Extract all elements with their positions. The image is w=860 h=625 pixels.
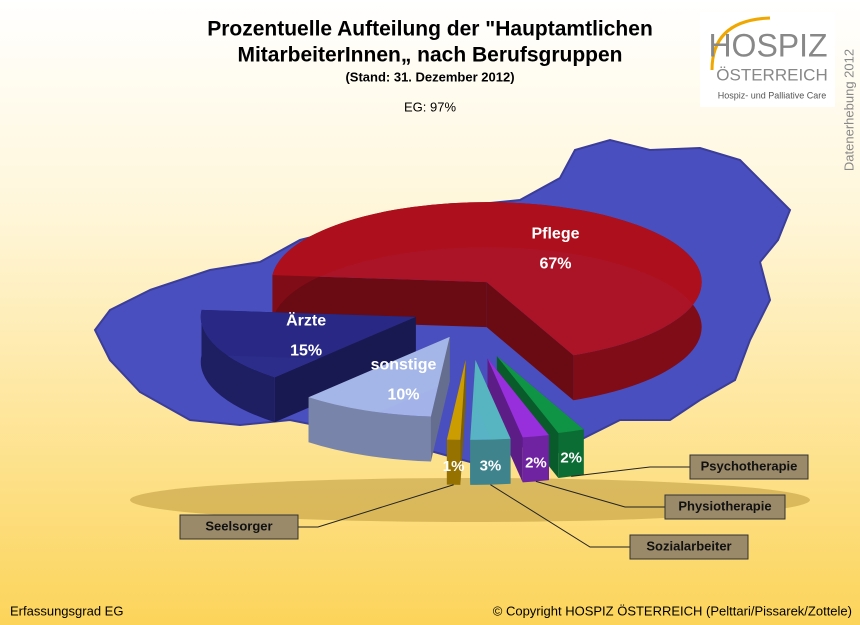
slice-side xyxy=(558,429,584,478)
slice-wall xyxy=(486,282,574,401)
callout-box xyxy=(664,494,786,520)
slice xyxy=(446,359,466,485)
slice-side xyxy=(470,438,511,485)
value-label: 2% xyxy=(560,449,582,466)
chart-title: Prozentuelle Aufteilung der "Hauptamtlic… xyxy=(207,18,653,41)
slice-top xyxy=(470,359,511,440)
logo-side: Datenerhebung 2012 xyxy=(841,49,856,171)
slice-side xyxy=(446,439,461,485)
callout-box xyxy=(689,454,809,480)
annotation: EG: 97% xyxy=(404,99,456,114)
logo-tagline: Hospiz- und Palliative Care xyxy=(718,90,827,100)
chart-subtitle: (Stand: 31. Dezember 2012) xyxy=(345,69,514,84)
slice-side xyxy=(308,397,431,462)
slice-top xyxy=(487,358,549,438)
value-label: 67% xyxy=(539,256,571,273)
slice-top xyxy=(200,309,416,378)
slice xyxy=(487,358,549,483)
logo-name: HOSPIZ xyxy=(708,27,827,63)
shadow xyxy=(130,478,810,522)
value-label: 1% xyxy=(443,458,465,475)
slice-wall xyxy=(487,358,523,483)
callout-box xyxy=(629,534,749,560)
slice xyxy=(200,309,416,423)
slice-top xyxy=(446,359,466,440)
leader-line xyxy=(298,484,454,528)
slice-side xyxy=(522,435,549,483)
callout-box xyxy=(179,514,299,540)
footer-left: Erfassungsgrad EG xyxy=(10,603,123,618)
leader-line xyxy=(571,466,690,477)
value-label: 2% xyxy=(525,454,547,471)
slice-top xyxy=(308,336,450,417)
slice-top xyxy=(496,356,584,433)
logo-arc xyxy=(710,16,771,71)
slice-top xyxy=(272,202,702,356)
callout-label: Psychotherapie xyxy=(701,458,798,473)
value-label: 15% xyxy=(290,343,322,360)
value-label: 3% xyxy=(480,458,502,475)
value-label: 10% xyxy=(387,387,419,404)
callout-label: Seelsorger xyxy=(205,518,272,533)
slice xyxy=(308,336,450,462)
callout-label: Physiotherapie xyxy=(678,498,771,513)
slice-side xyxy=(200,309,275,423)
slice xyxy=(470,359,511,485)
slice-label: Ärzte xyxy=(286,312,326,330)
slice-label: sonstige xyxy=(371,357,437,374)
callout-label: Sozialarbeiter xyxy=(646,538,731,553)
logo-box xyxy=(700,12,835,107)
chart-title: MitarbeiterInnen„ nach Berufsgruppen xyxy=(237,44,622,67)
leader-line xyxy=(535,480,665,508)
slice-label: Pflege xyxy=(531,226,579,243)
leader-line xyxy=(490,484,630,548)
logo-country: ÖSTERREICH xyxy=(716,65,827,84)
footer-right: © Copyright HOSPIZ ÖSTERREICH (Pelttari/… xyxy=(493,603,852,618)
slice xyxy=(272,202,702,401)
